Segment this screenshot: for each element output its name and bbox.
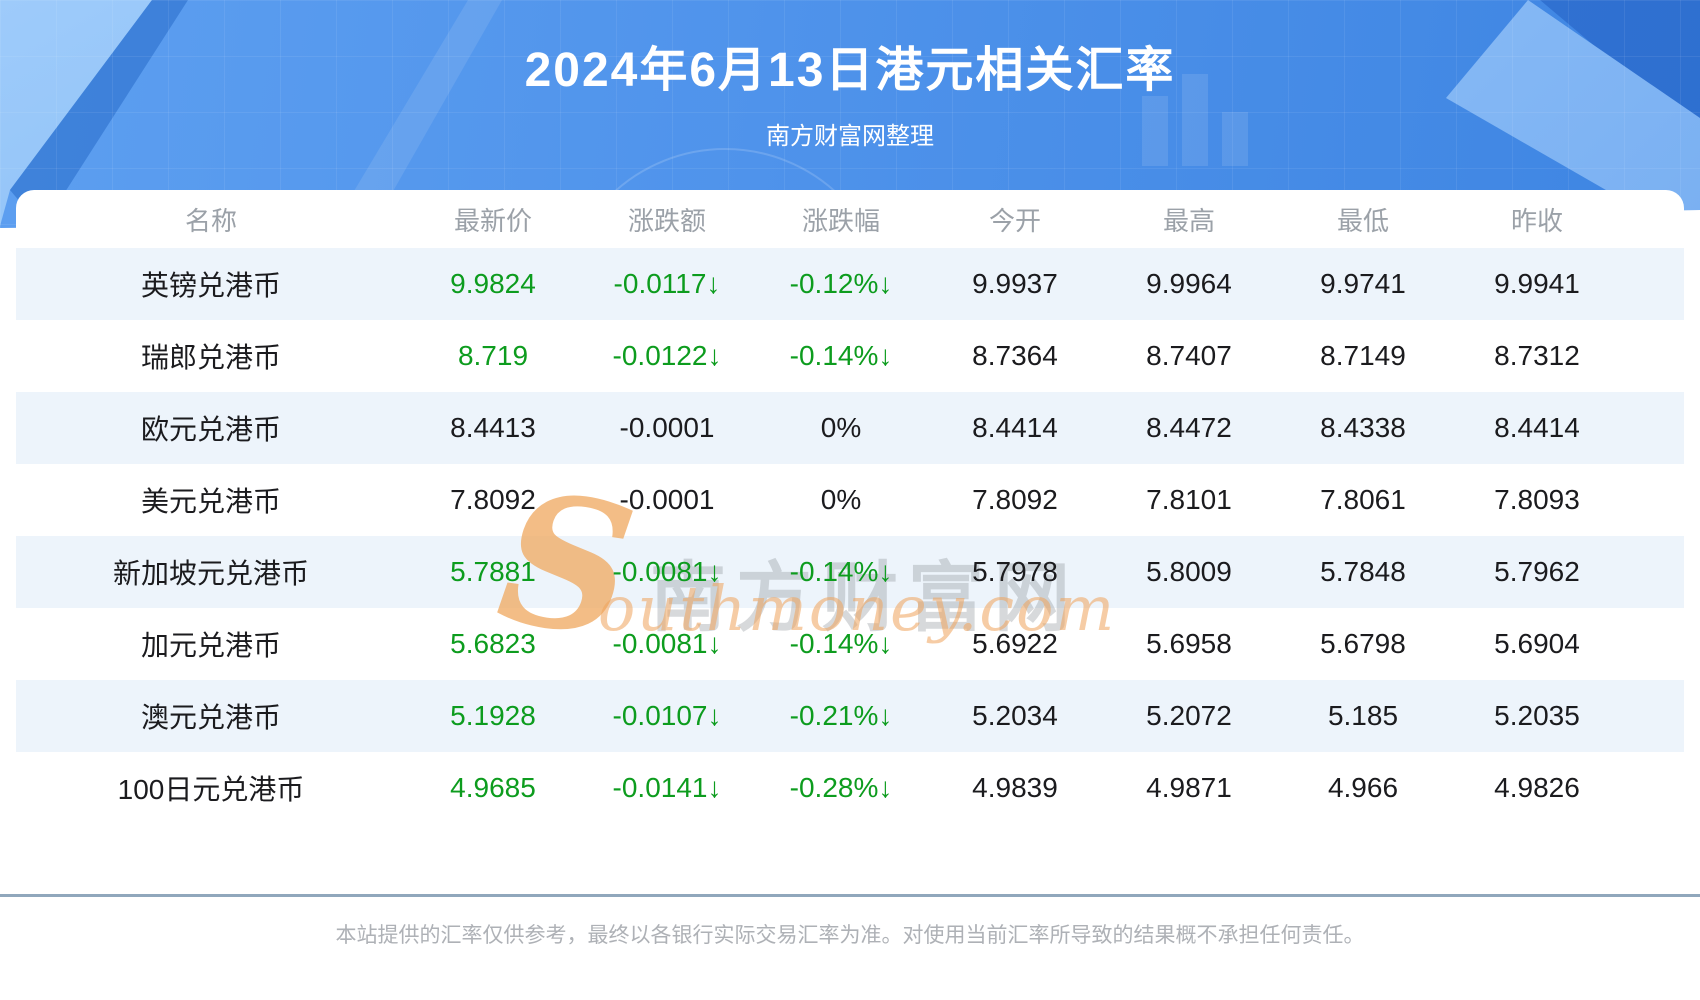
cell-name: 美元兑港币 — [140, 486, 281, 517]
column-header-high: 最高 — [1162, 205, 1215, 236]
page-title: 2024年6月13日港元相关汇率 — [524, 44, 1176, 97]
cell-prev-close: 7.8093 — [1494, 484, 1580, 515]
cell-open: 4.9839 — [972, 772, 1058, 803]
column-header-change-pct: 涨跌幅 — [801, 205, 880, 236]
cell-latest: 8.4413 — [450, 412, 536, 443]
banner: 2024年6月13日港元相关汇率 南方财富网整理 — [0, 0, 1700, 228]
cell-open: 8.4414 — [972, 412, 1058, 443]
banner-bar-decoration — [1182, 74, 1208, 166]
column-header-prev-close: 昨收 — [1510, 205, 1563, 236]
cell-low: 8.4338 — [1320, 412, 1406, 443]
cell-name: 英镑兑港币 — [140, 270, 281, 301]
cell-latest: 5.7881 — [450, 556, 536, 587]
cell-change-pct: -0.14%↓ — [789, 628, 893, 659]
cell-open: 5.6922 — [972, 628, 1058, 659]
cell-high: 7.8101 — [1146, 484, 1232, 515]
cell-change: -0.0122↓ — [612, 340, 722, 371]
cell-prev-close: 5.7962 — [1494, 556, 1580, 587]
cell-change: -0.0001 — [619, 412, 715, 443]
cell-open: 9.9937 — [972, 268, 1058, 299]
cell-high: 8.4472 — [1146, 412, 1232, 443]
cell-latest: 5.1928 — [450, 700, 536, 731]
cell-latest: 5.6823 — [450, 628, 536, 659]
cell-low: 7.8061 — [1320, 484, 1406, 515]
cell-name: 加元兑港币 — [140, 630, 281, 661]
cell-high: 5.6958 — [1146, 628, 1232, 659]
cell-prev-close: 8.4414 — [1494, 412, 1580, 443]
cell-change-pct: -0.21%↓ — [789, 700, 893, 731]
cell-high: 9.9964 — [1146, 268, 1232, 299]
cell-name: 新加坡元兑港币 — [112, 558, 309, 589]
cell-low: 5.185 — [1327, 700, 1399, 731]
table-row: 英镑兑港币 9.9824 -0.0117↓ -0.12%↓ 9.9937 9.9964 9.… — [16, 248, 1684, 320]
cell-change: -0.0141↓ — [612, 772, 722, 803]
cell-name: 100日元兑港币 — [117, 774, 305, 805]
page-subtitle: 南方财富网整理 — [766, 123, 934, 150]
cell-low: 5.6798 — [1320, 628, 1406, 659]
cell-latest: 4.9685 — [450, 772, 536, 803]
cell-name: 欧元兑港币 — [140, 414, 281, 445]
cell-prev-close: 5.2035 — [1494, 700, 1580, 731]
cell-change-pct: -0.14%↓ — [789, 340, 893, 371]
cell-change: -0.0001 — [619, 484, 715, 515]
column-header-latest: 最新价 — [453, 205, 532, 236]
cell-change-pct: 0% — [820, 484, 862, 515]
table-row: 瑞郎兑港币 8.719 -0.0122↓ -0.14%↓ 8.7364 8.7407 8.7… — [16, 320, 1684, 392]
table-row: 美元兑港币 7.8092 -0.0001 0% 7.8092 7.8101 7.8061 7.… — [16, 464, 1684, 536]
footer: 本站提供的汇率仅供参考，最终以各银行实际交易汇率为准。对使用当前汇率所导致的结果… — [0, 897, 1700, 1000]
cell-high: 8.7407 — [1146, 340, 1232, 371]
table-row: 澳元兑港币 5.1928 -0.0107↓ -0.21%↓ 5.2034 5.2072 5.… — [16, 680, 1684, 752]
column-header-open: 今开 — [988, 205, 1041, 236]
cell-latest: 8.719 — [457, 340, 529, 371]
table-row: 加元兑港币 5.6823 -0.0081↓ -0.14%↓ 5.6922 5.6958 5.… — [16, 608, 1684, 680]
cell-prev-close: 4.9826 — [1494, 772, 1580, 803]
cell-name: 瑞郎兑港币 — [140, 342, 281, 373]
rates-card: 名称 最新价 涨跌额 涨跌幅 今开 最高 最低 昨收 英镑兑港币 9.9824 -0… — [16, 190, 1684, 894]
cell-prev-close: 9.9941 — [1494, 268, 1580, 299]
cell-change-pct: -0.12%↓ — [789, 268, 893, 299]
cell-name: 澳元兑港币 — [140, 702, 281, 733]
column-header-low: 最低 — [1336, 205, 1389, 236]
cell-high: 4.9871 — [1146, 772, 1232, 803]
cell-change: -0.0081↓ — [612, 628, 722, 659]
table-body: 英镑兑港币 9.9824 -0.0117↓ -0.12%↓ 9.9937 9.9964 9.… — [16, 248, 1684, 824]
cell-prev-close: 5.6904 — [1494, 628, 1580, 659]
cell-low: 9.9741 — [1320, 268, 1406, 299]
cell-open: 5.2034 — [972, 700, 1058, 731]
cell-open: 8.7364 — [972, 340, 1058, 371]
cell-change-pct: 0% — [820, 412, 862, 443]
cell-latest: 9.9824 — [450, 268, 536, 299]
cell-change: -0.0081↓ — [612, 556, 722, 587]
table-row: 100日元兑港币 4.9685 -0.0141↓ -0.28%↓ 4.9839 4.987… — [16, 752, 1684, 824]
cell-low: 5.7848 — [1320, 556, 1406, 587]
disclaimer-text: 本站提供的汇率仅供参考，最终以各银行实际交易汇率为准。对使用当前汇率所导致的结果… — [335, 924, 1365, 947]
cell-change: -0.0107↓ — [612, 700, 722, 731]
banner-bar-decoration — [1222, 112, 1248, 166]
cell-open: 5.7978 — [972, 556, 1058, 587]
cell-high: 5.2072 — [1146, 700, 1232, 731]
cell-prev-close: 8.7312 — [1494, 340, 1580, 371]
banner-bar-decoration — [1142, 96, 1168, 166]
cell-change: -0.0117↓ — [613, 268, 721, 299]
cell-low: 8.7149 — [1320, 340, 1406, 371]
cell-latest: 7.8092 — [450, 484, 536, 515]
cell-open: 7.8092 — [972, 484, 1058, 515]
cell-change-pct: -0.14%↓ — [789, 556, 893, 587]
table-header-row: 名称 最新价 涨跌额 涨跌幅 今开 最高 最低 昨收 — [16, 190, 1684, 248]
column-header-change: 涨跌额 — [627, 205, 706, 236]
cell-high: 5.8009 — [1146, 556, 1232, 587]
column-header-name: 名称 — [184, 205, 237, 236]
footer-divider — [0, 894, 1700, 897]
table-row: 新加坡元兑港币 5.7881 -0.0081↓ -0.14%↓ 5.7978 5.8009… — [16, 536, 1684, 608]
table-row: 欧元兑港币 8.4413 -0.0001 0% 8.4414 8.4472 8.4338 8.… — [16, 392, 1684, 464]
cell-change-pct: -0.28%↓ — [789, 772, 893, 803]
cell-low: 4.966 — [1327, 772, 1399, 803]
